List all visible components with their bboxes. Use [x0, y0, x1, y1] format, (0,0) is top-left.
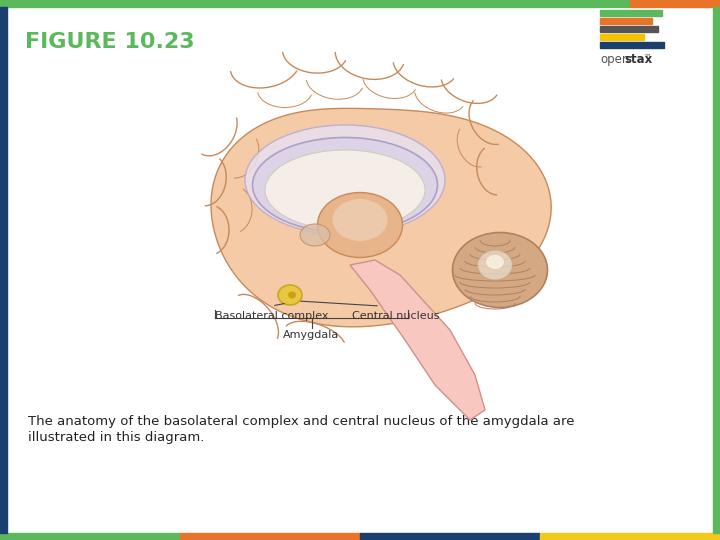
Bar — [713, 7, 720, 533]
Ellipse shape — [245, 125, 445, 235]
Bar — [600, 42, 664, 48]
Ellipse shape — [333, 199, 387, 241]
Bar — [600, 26, 658, 32]
Bar — [360, 533, 540, 540]
Text: stax: stax — [624, 53, 652, 66]
Bar — [540, 533, 720, 540]
Ellipse shape — [300, 224, 330, 246]
Bar — [630, 0, 720, 7]
Ellipse shape — [278, 285, 302, 305]
Text: The anatomy of the basolateral complex and central nucleus of the amygdala are: The anatomy of the basolateral complex a… — [28, 415, 575, 428]
Text: FIGURE 10.23: FIGURE 10.23 — [25, 32, 194, 52]
Bar — [600, 34, 644, 40]
Text: illustrated in this diagram.: illustrated in this diagram. — [28, 431, 204, 444]
Ellipse shape — [318, 192, 402, 258]
Text: Basolateral complex: Basolateral complex — [215, 311, 328, 321]
Bar — [600, 10, 662, 16]
Polygon shape — [211, 109, 552, 327]
Ellipse shape — [289, 292, 295, 298]
Text: Amygdala: Amygdala — [284, 330, 340, 340]
Bar — [0, 7, 7, 533]
Bar — [600, 18, 652, 24]
Ellipse shape — [477, 250, 513, 280]
Ellipse shape — [265, 150, 425, 230]
Ellipse shape — [253, 138, 438, 233]
Ellipse shape — [452, 233, 547, 307]
Bar — [0, 533, 180, 540]
Bar — [0, 0, 630, 7]
Text: open: open — [600, 53, 629, 66]
Polygon shape — [350, 260, 485, 420]
Bar — [180, 533, 360, 540]
Ellipse shape — [486, 255, 504, 269]
Text: ™: ™ — [644, 53, 652, 62]
Text: Central nucleus: Central nucleus — [352, 311, 439, 321]
